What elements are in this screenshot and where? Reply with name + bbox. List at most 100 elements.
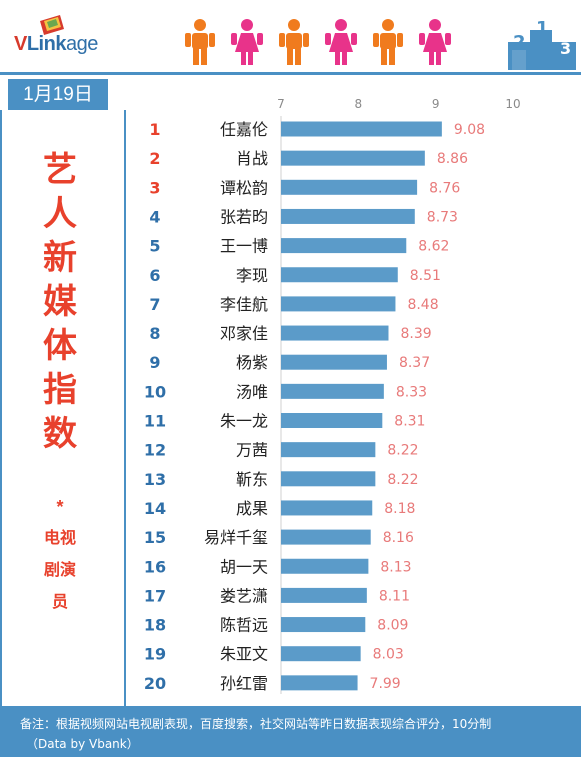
- score-bar: [281, 558, 369, 574]
- score-bar: [281, 675, 358, 691]
- score-value-label: 8.48: [407, 297, 438, 313]
- score-value-label: 9.08: [454, 122, 485, 138]
- panel-border-left: [0, 110, 2, 706]
- artist-name-label: 任嘉伦: [220, 120, 268, 139]
- score-bar: [281, 325, 389, 341]
- female-person-icon: [325, 19, 357, 65]
- vlinkage-logo: VLinkage: [14, 33, 98, 56]
- artist-name-label: 邓家佳: [220, 324, 268, 343]
- logo-link: Link: [26, 33, 67, 55]
- people-icons: [185, 19, 451, 65]
- artist-name-label: 汤唯: [236, 382, 268, 401]
- score-value-label: 8.11: [379, 588, 410, 604]
- rank-number: 12: [144, 441, 166, 460]
- artist-name-label: 娄艺潇: [220, 586, 268, 605]
- score-value-label: 8.22: [387, 472, 418, 488]
- score-bar: [281, 121, 442, 137]
- rank-number: 5: [149, 237, 160, 256]
- artist-name-label: 李现: [236, 266, 268, 285]
- podium-label-2: 2: [513, 32, 526, 53]
- rank-number: 14: [144, 499, 166, 518]
- x-tick-label: 8: [355, 97, 363, 111]
- rank-number: 20: [144, 674, 166, 693]
- score-value-label: 8.16: [383, 530, 414, 546]
- score-value-label: 8.18: [384, 501, 415, 517]
- rank-number: 10: [144, 382, 166, 401]
- rank-number: 4: [149, 207, 160, 226]
- footer-note-line1: 备注：根据视频网站电视剧表现，百度搜索，社交网站等昨日数据表现综合评分，10分制: [20, 717, 492, 731]
- score-value-label: 7.99: [370, 676, 401, 692]
- score-bar: [281, 471, 376, 487]
- score-bar: [281, 354, 387, 370]
- artist-name-label: 胡一天: [220, 557, 268, 576]
- logo-v: V: [14, 33, 27, 55]
- rank-number: 1: [149, 120, 160, 139]
- score-bar: [281, 617, 366, 633]
- date-badge: 1月19日: [8, 79, 108, 110]
- score-bar: [281, 267, 398, 283]
- score-bar: [281, 238, 407, 254]
- rank-number: 18: [144, 616, 166, 635]
- rank-number: 9: [149, 353, 160, 372]
- male-person-icon: [185, 19, 215, 65]
- footer-note: 备注：根据视频网站电视剧表现，百度搜索，社交网站等昨日数据表现综合评分，10分制…: [0, 706, 581, 757]
- score-bar: [281, 179, 418, 195]
- male-person-icon: [373, 19, 403, 65]
- score-value-label: 8.33: [396, 384, 427, 400]
- score-value-label: 8.86: [437, 151, 468, 167]
- podium-label-1: 1: [536, 20, 549, 39]
- title-star: *: [56, 497, 64, 517]
- score-value-label: 8.09: [377, 618, 408, 634]
- x-tick-label: 9: [432, 97, 440, 111]
- panel-border-right: [124, 110, 126, 706]
- artist-name-label: 王一博: [220, 237, 268, 256]
- footer-note-line2: （Data by Vbank）: [26, 737, 139, 751]
- score-bar: [281, 413, 383, 428]
- rank-number: 8: [149, 324, 160, 343]
- artist-name-label: 李佳航: [220, 295, 268, 314]
- score-value-label: 8.51: [410, 268, 441, 284]
- female-person-icon: [419, 19, 451, 65]
- artist-name-label: 成果: [236, 499, 268, 518]
- score-value-label: 8.37: [399, 355, 430, 371]
- artist-name-label: 陈哲远: [220, 616, 268, 635]
- rank-number: 3: [149, 178, 160, 197]
- artist-name-label: 谭松韵: [220, 178, 268, 197]
- artist-name-label: 肖战: [236, 149, 268, 168]
- artist-name-label: 张若昀: [220, 207, 268, 226]
- rank-number: 19: [144, 645, 166, 664]
- header-divider: [0, 72, 581, 75]
- artist-name-label: 朱亚文: [220, 645, 268, 664]
- page-subtitle: 电视剧演员: [43, 528, 76, 611]
- score-bar: [281, 383, 384, 399]
- score-value-label: 8.76: [429, 180, 460, 196]
- rank-number: 11: [144, 412, 166, 431]
- rank-number: 17: [144, 586, 166, 605]
- score-value-label: 8.62: [418, 239, 449, 255]
- score-value-label: 8.39: [400, 326, 431, 342]
- score-value-label: 8.31: [394, 414, 425, 430]
- artist-name-label: 孙红雷: [220, 674, 268, 693]
- score-value-label: 8.73: [427, 209, 458, 225]
- score-value-label: 8.03: [373, 647, 404, 663]
- logo-age: age: [65, 33, 98, 55]
- artist-name-label: 杨紫: [236, 353, 268, 372]
- logo-mark-icon: [40, 15, 64, 35]
- rank-number: 7: [149, 295, 160, 314]
- rank-number: 6: [149, 266, 160, 285]
- score-bar: [281, 296, 396, 312]
- rank-number: 2: [149, 149, 160, 168]
- score-bar: [281, 442, 376, 458]
- podium-icon: 2 1 3: [508, 20, 576, 70]
- female-person-icon: [231, 19, 263, 65]
- artist-name-label: 朱一龙: [220, 412, 268, 431]
- x-tick-label: 7: [277, 97, 285, 111]
- rank-number: 15: [144, 528, 166, 547]
- male-person-icon: [279, 19, 309, 65]
- rank-number: 16: [144, 557, 166, 576]
- x-tick-label: 10: [505, 97, 520, 111]
- score-bar: [281, 529, 371, 545]
- artist-name-label: 靳东: [236, 470, 268, 489]
- score-value-label: 8.22: [387, 443, 418, 459]
- score-bar: [281, 587, 367, 603]
